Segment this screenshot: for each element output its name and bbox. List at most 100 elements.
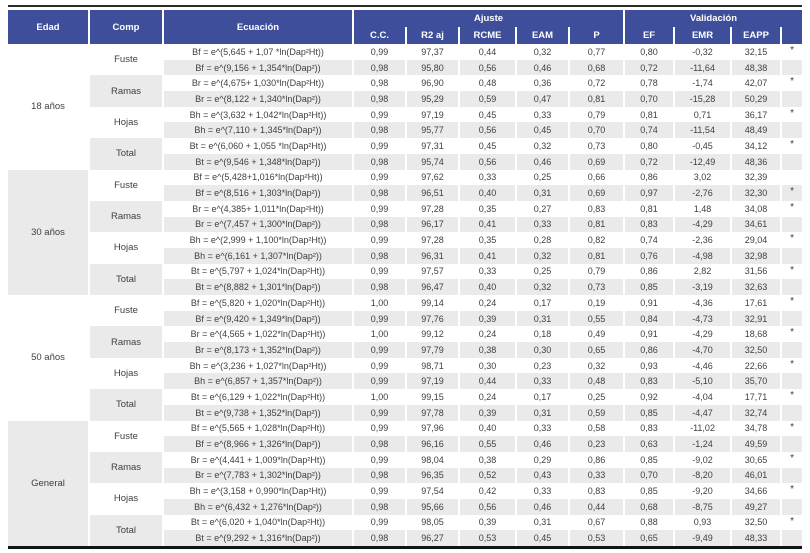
ef-cell: 0,91	[623, 295, 674, 311]
ef-cell: 0,86	[623, 342, 674, 358]
ef-cell: 0,88	[623, 514, 674, 531]
significance-cell: *	[780, 514, 803, 531]
eam-cell: 0,36	[515, 75, 568, 92]
cc-cell: 0,99	[352, 373, 405, 390]
significance-cell: *	[780, 138, 803, 154]
equation-cell: Br = e^(7,783 + 1,302*ln(Dap²))	[162, 467, 352, 484]
ef-cell: 0,74	[623, 232, 674, 248]
eapp-cell: 48,49	[730, 122, 781, 139]
cc-cell: 0,98	[352, 436, 405, 452]
p-cell: 0,77	[568, 44, 624, 60]
r2aj-cell: 98,05	[405, 514, 458, 531]
ef-cell: 0,85	[623, 279, 674, 295]
significance-cell	[780, 216, 803, 233]
r2aj-cell: 96,90	[405, 75, 458, 92]
eam-cell: 0,33	[515, 106, 568, 123]
equation-cell: Bf = e^(5,645 + 1,07 *ln(Dap²Ht))	[162, 44, 352, 60]
eam-cell: 0,46	[515, 153, 568, 170]
emr-cell: -1,24	[673, 436, 731, 452]
eapp-cell: 49,59	[730, 436, 781, 452]
p-cell: 0,55	[568, 310, 624, 327]
table-row: Ramas Br = e^(4,385+ 1,011*ln(Dap²Ht)) 0,9…	[8, 200, 803, 233]
p-cell: 0,86	[568, 451, 624, 468]
comp-cell: Total	[88, 263, 162, 295]
rcme-cell: 0,35	[458, 232, 515, 248]
r2aj-cell: 96,51	[405, 185, 458, 201]
eam-cell: 0,33	[515, 483, 568, 499]
emr-cell: 1,48	[673, 200, 731, 217]
significance-cell	[780, 436, 803, 452]
r2aj-cell: 96,16	[405, 436, 458, 452]
significance-cell: *	[780, 232, 803, 248]
cc-cell: 0,98	[352, 185, 405, 201]
emr-cell: -5,10	[673, 373, 731, 390]
header-row-columns: C.C. R2 aj RCME EAM P EF EMR EAPP	[8, 27, 803, 44]
significance-cell: *	[780, 44, 803, 60]
significance-cell: *	[780, 295, 803, 311]
eapp-cell: 34,61	[730, 216, 781, 233]
r2aj-cell: 97,54	[405, 483, 458, 499]
r2aj-cell: 96,17	[405, 216, 458, 233]
p-cell: 0,67	[568, 514, 624, 531]
ef-cell: 0,80	[623, 44, 674, 60]
ef-cell: 0,86	[623, 263, 674, 280]
eam-cell: 0,25	[515, 263, 568, 280]
table-row: Ramas Br = e^(4,565 + 1,022*ln(Dap²Ht)) 1,…	[8, 326, 803, 358]
significance-cell	[780, 404, 803, 421]
r2aj-cell: 96,47	[405, 279, 458, 295]
r2aj-cell: 97,37	[405, 44, 458, 60]
cc-cell: 0,99	[352, 106, 405, 123]
equation-cell: Bh = e^(6,857 + 1,357*ln(Dap²))	[162, 373, 352, 390]
r2aj-cell: 99,15	[405, 389, 458, 405]
p-cell: 0,66	[568, 169, 624, 186]
eapp-cell: 46,01	[730, 467, 781, 484]
cc-cell: 1,00	[352, 295, 405, 311]
comp-cell: Hojas	[88, 483, 162, 515]
edad-cell: 50 años	[8, 295, 88, 421]
r2aj-cell: 97,28	[405, 200, 458, 217]
p-cell: 0,32	[568, 357, 624, 374]
emr-cell: -4,46	[673, 357, 731, 374]
p-cell: 0,79	[568, 106, 624, 123]
eam-cell: 0,33	[515, 373, 568, 390]
cc-cell: 0,99	[352, 232, 405, 248]
r2aj-cell: 98,71	[405, 357, 458, 374]
eam-cell: 0,45	[515, 530, 568, 546]
emr-cell: -4,98	[673, 247, 731, 264]
comp-cell: Hojas	[88, 232, 162, 264]
cc-cell: 0,99	[352, 451, 405, 468]
table-row: Bh = e^(6,161 + 1,307*ln(Dap²)) 0,98 96,31…	[8, 247, 803, 264]
table-row: Bt = e^(9,546 + 1,348*ln(Dap²)) 0,98 95,74…	[8, 153, 803, 170]
r2aj-cell: 97,28	[405, 232, 458, 248]
p-cell: 0,48	[568, 373, 624, 390]
r2aj-cell: 97,79	[405, 342, 458, 358]
significance-cell: *	[780, 106, 803, 123]
p-cell: 0,79	[568, 263, 624, 280]
rcme-cell: 0,48	[458, 75, 515, 92]
eapp-cell: 50,29	[730, 91, 781, 107]
ef-cell: 0,63	[623, 436, 674, 452]
table-row: Total Bt = e^(6,129 + 1,022*ln(Dap²Ht)) 1,…	[8, 389, 803, 421]
cc-cell: 0,99	[352, 310, 405, 327]
equation-cell: Bt = e^(9,546 + 1,348*ln(Dap²))	[162, 153, 352, 170]
eam-cell: 0,33	[515, 420, 568, 437]
rcme-cell: 0,55	[458, 436, 515, 452]
table-row: 30 años Fuste Bf = e^(5,428+1,016*ln(Dap²H…	[8, 169, 803, 295]
emr-cell: 0,71	[673, 106, 731, 123]
ef-cell: 0,76	[623, 247, 674, 264]
equation-cell: Bh = e^(2,999 + 1,100*ln(Dap²Ht))	[162, 232, 352, 248]
eapp-cell: 32,98	[730, 247, 781, 264]
comp-cell: Fuste	[88, 295, 162, 327]
rcme-cell: 0,35	[458, 200, 515, 217]
significance-cell	[780, 467, 803, 484]
table-row: Bf = e^(9,156 + 1,354*ln(Dap²)) 0,98 95,80…	[8, 59, 803, 76]
eapp-cell: 48,33	[730, 530, 781, 546]
ef-cell: 0,78	[623, 75, 674, 92]
ef-cell: 0,97	[623, 185, 674, 201]
significance-cell	[780, 169, 803, 186]
table-row: Br = e^(8,122 + 1,340*ln(Dap²)) 0,98 95,29…	[8, 91, 803, 107]
eapp-cell: 49,27	[730, 498, 781, 515]
comp-cell: Fuste	[88, 420, 162, 452]
table-row: Total Bt = e^(5,797 + 1,024*ln(Dap²Ht)) 0,…	[8, 263, 803, 295]
